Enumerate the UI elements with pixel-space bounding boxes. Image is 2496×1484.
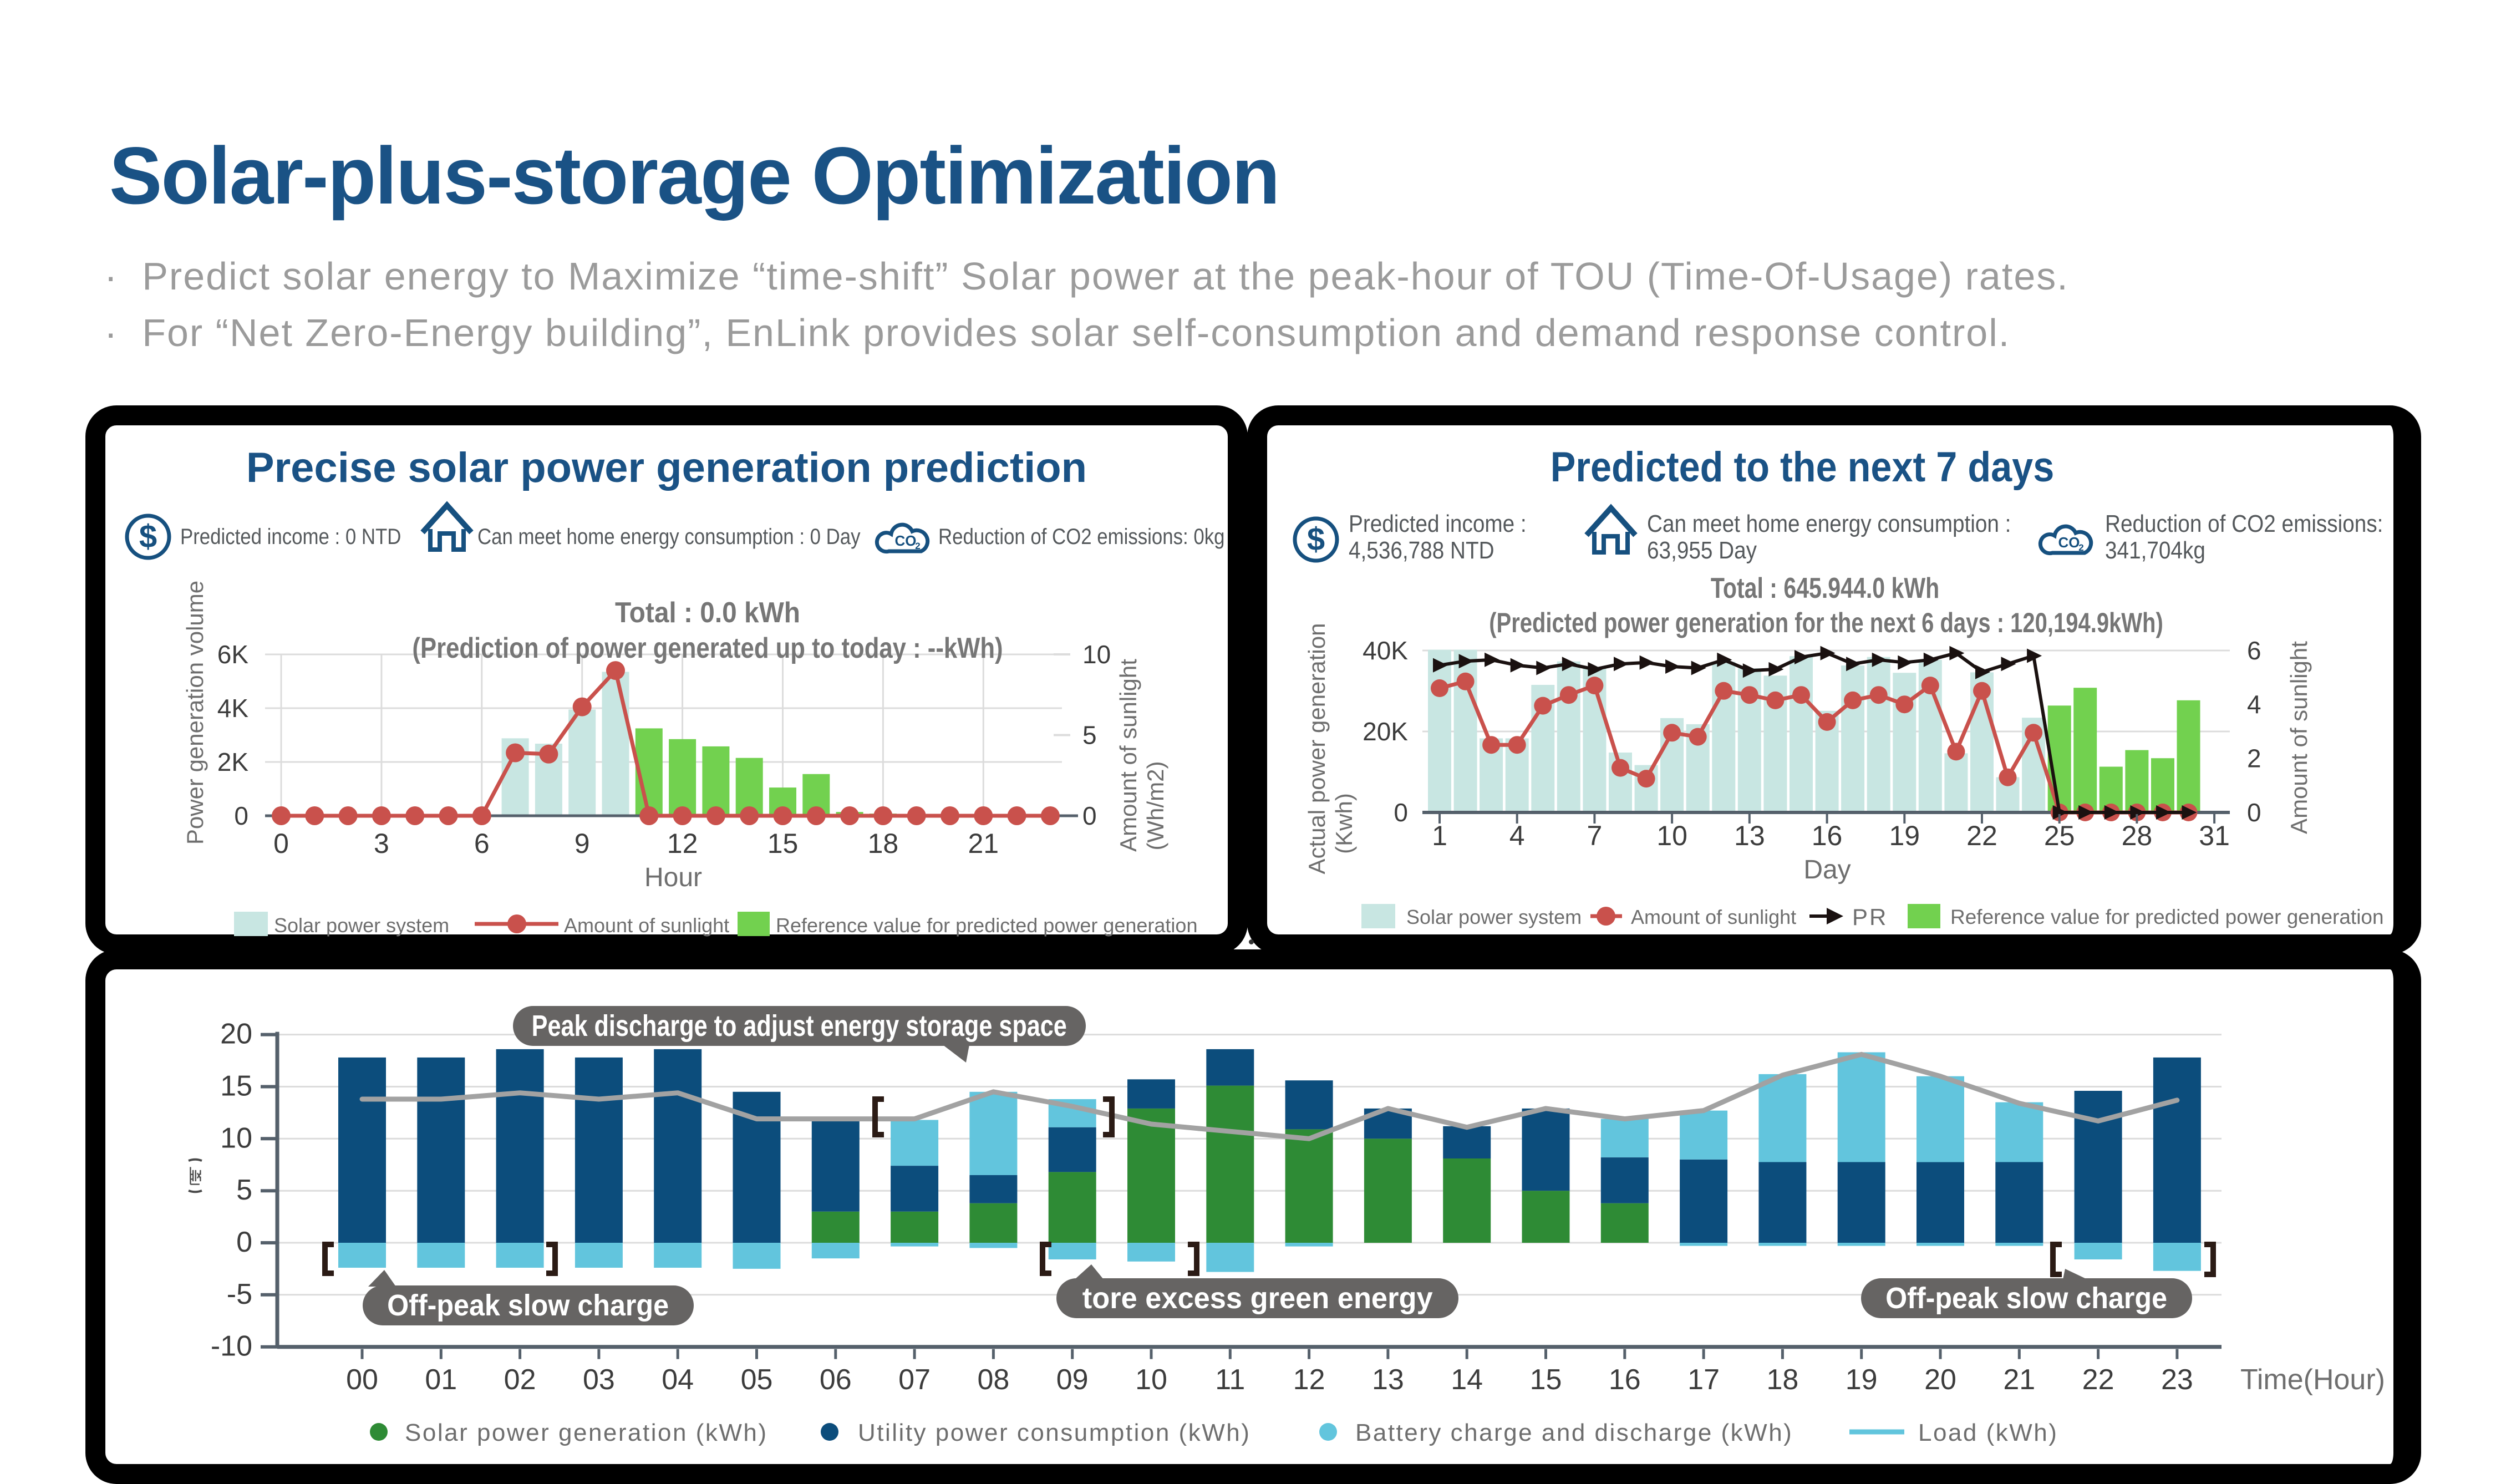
svg-text:4: 4: [1509, 820, 1525, 851]
svg-text:15: 15: [767, 828, 799, 859]
svg-text:07: 07: [898, 1364, 931, 1396]
svg-text:10: 10: [220, 1122, 252, 1154]
svg-text:18: 18: [868, 828, 899, 859]
svg-text:(Predicted power generation fo: (Predicted power generation for the next…: [1489, 607, 2163, 638]
svg-text:Actual power generation: Actual power generation: [1304, 623, 1330, 875]
svg-text:(Kwh): (Kwh): [1331, 793, 1357, 854]
svg-text:25: 25: [2044, 820, 2075, 851]
svg-text:Utility power consumption (kWh: Utility power consumption (kWh): [858, 1419, 1250, 1446]
svg-text:10: 10: [1135, 1364, 1167, 1396]
svg-text:17: 17: [1687, 1364, 1720, 1396]
svg-text:02: 02: [504, 1364, 536, 1396]
svg-text:-5: -5: [227, 1278, 252, 1310]
svg-text:0: 0: [236, 1226, 252, 1258]
svg-text:3: 3: [374, 828, 389, 859]
svg-text:4K: 4K: [217, 694, 249, 723]
svg-text:21: 21: [968, 828, 999, 859]
svg-text:16: 16: [1609, 1364, 1641, 1396]
svg-text:Load (kWh): Load (kWh): [1918, 1419, 2058, 1446]
svg-text:22: 22: [2082, 1364, 2114, 1396]
svg-text:Reference value for predicted: Reference value for predicted power gene…: [1950, 906, 2384, 928]
svg-text:Amount of sunlight: Amount of sunlight: [564, 914, 729, 937]
svg-text:28: 28: [2122, 820, 2153, 851]
svg-text:06: 06: [820, 1364, 852, 1396]
svg-text:18: 18: [1766, 1364, 1798, 1396]
svg-text:2: 2: [2078, 542, 2083, 553]
svg-text:Reference value for predicted: Reference value for predicted power gene…: [776, 914, 1197, 937]
svg-text:16: 16: [1812, 820, 1843, 851]
svg-text:03: 03: [583, 1364, 615, 1396]
svg-text:22: 22: [1966, 820, 1997, 851]
svg-text:2: 2: [2247, 744, 2261, 773]
svg-text:0: 0: [1394, 798, 1408, 827]
svg-text:15: 15: [1530, 1364, 1562, 1396]
svg-text:15: 15: [220, 1070, 252, 1102]
svg-text:Power generation volume: Power generation volume: [182, 581, 208, 845]
svg-text:Solar power generation (kWh): Solar power generation (kWh): [405, 1419, 767, 1446]
svg-text:09: 09: [1056, 1364, 1089, 1396]
svg-text:$: $: [139, 519, 157, 555]
svg-text:20: 20: [220, 1018, 252, 1050]
svg-text:1: 1: [1432, 820, 1447, 851]
svg-text:Solar power system: Solar power system: [1406, 906, 1582, 928]
svg-text:0: 0: [2247, 798, 2261, 827]
svg-text:4: 4: [2247, 690, 2261, 719]
svg-text:05: 05: [741, 1364, 773, 1396]
svg-text:(Wh/m2): (Wh/m2): [1142, 761, 1168, 851]
svg-text:19: 19: [1889, 820, 1920, 851]
svg-text:12: 12: [667, 828, 698, 859]
svg-text:Hour: Hour: [644, 863, 702, 892]
svg-text:-10: -10: [211, 1330, 252, 1363]
svg-text:$: $: [1307, 521, 1325, 557]
svg-text:23: 23: [2161, 1364, 2193, 1396]
svg-text:(Prediction of power generated: (Prediction of power generated up to tod…: [412, 633, 1003, 664]
svg-text:Total : 0.0 kWh: Total : 0.0 kWh: [615, 596, 800, 628]
svg-text:01: 01: [425, 1364, 457, 1396]
svg-text:Solar power system: Solar power system: [274, 914, 449, 937]
svg-text:40K: 40K: [1363, 636, 1408, 665]
svg-text:13: 13: [1734, 820, 1765, 851]
svg-text:2: 2: [915, 541, 920, 551]
svg-text:0: 0: [234, 801, 248, 830]
svg-text:7: 7: [1587, 820, 1603, 851]
svg-text:04: 04: [662, 1364, 694, 1396]
svg-text:6: 6: [2247, 636, 2261, 665]
svg-text:Battery charge and discharge (: Battery charge and discharge (kWh): [1355, 1419, 1793, 1446]
svg-text:14: 14: [1451, 1364, 1483, 1396]
svg-text:6: 6: [474, 828, 490, 859]
svg-text:20K: 20K: [1363, 717, 1408, 746]
svg-text:12: 12: [1293, 1364, 1325, 1396]
svg-text:5: 5: [236, 1174, 252, 1206]
svg-text:13: 13: [1372, 1364, 1404, 1396]
svg-text:10: 10: [1082, 640, 1111, 669]
svg-text:Amount of sunlight: Amount of sunlight: [1115, 659, 1141, 852]
svg-text:11: 11: [1215, 1364, 1245, 1396]
svg-text:2K: 2K: [217, 748, 249, 776]
svg-text:CO: CO: [2058, 534, 2080, 551]
svg-text:9: 9: [575, 828, 590, 859]
svg-text:Day: Day: [1803, 855, 1851, 885]
svg-text:6K: 6K: [217, 640, 249, 669]
svg-text:31: 31: [2199, 820, 2230, 851]
svg-text:10: 10: [1656, 820, 1687, 851]
svg-text:CO: CO: [895, 532, 917, 549]
svg-text:21: 21: [2003, 1364, 2035, 1396]
svg-text:20: 20: [1924, 1364, 1956, 1396]
svg-text:19: 19: [1846, 1364, 1878, 1396]
svg-text:PR: PR: [1852, 904, 1888, 930]
svg-text:Total : 645.944.0 kWh: Total : 645.944.0 kWh: [1711, 572, 1939, 604]
svg-text:Time(Hour): Time(Hour): [2240, 1364, 2385, 1396]
svg-text:00: 00: [346, 1364, 378, 1396]
svg-text:08: 08: [977, 1364, 1009, 1396]
svg-text:Amount of sunlight: Amount of sunlight: [1631, 906, 1796, 928]
svg-text:0: 0: [273, 828, 289, 859]
svg-text:0: 0: [1082, 801, 1097, 830]
svg-text:Amount of sunlight: Amount of sunlight: [2286, 641, 2312, 834]
svg-text:5: 5: [1082, 721, 1097, 750]
